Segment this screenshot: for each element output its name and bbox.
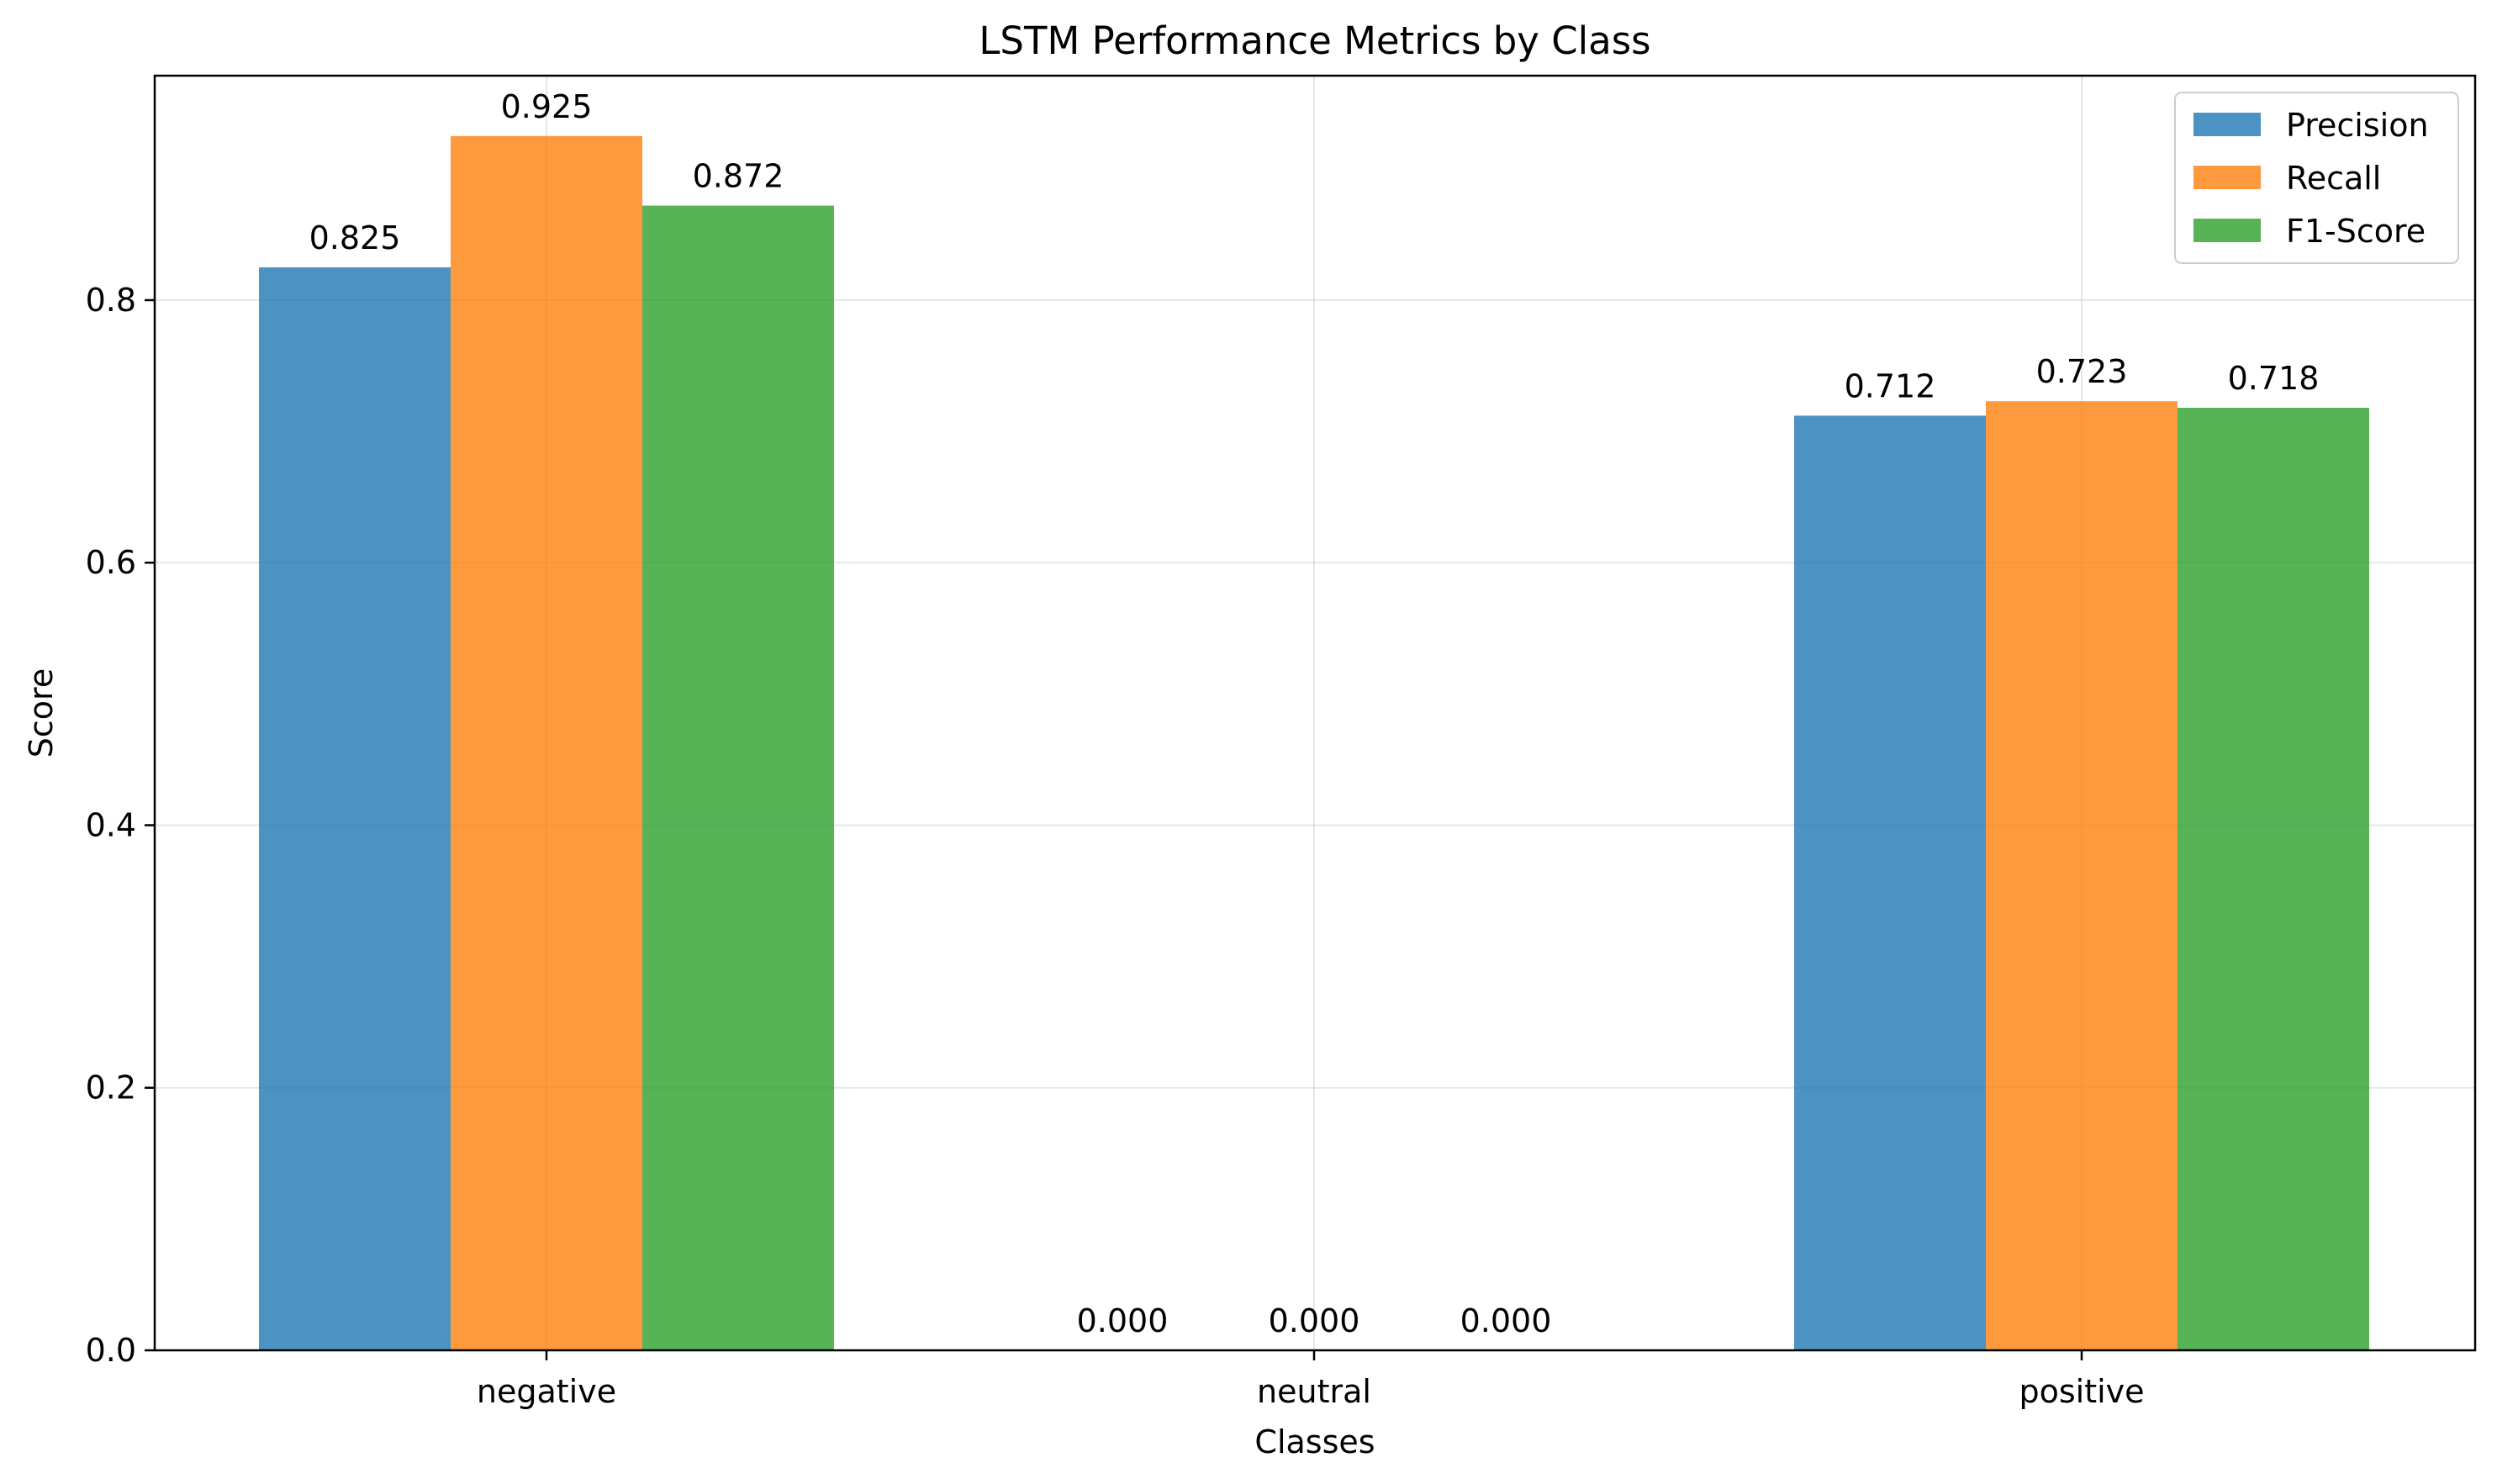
y-tick-label: 0.4 [86, 806, 136, 843]
data-label: 0.872 [693, 158, 784, 195]
bar-recall-positive [1986, 401, 2178, 1350]
data-label: 0.723 [2036, 353, 2128, 390]
legend-swatch-f1-score [2193, 219, 2261, 242]
legend: Precision Recall F1-Score [2174, 92, 2459, 264]
data-label: 0.825 [309, 219, 401, 256]
data-label: 0.718 [2228, 360, 2320, 397]
bar-f1-score-negative [642, 205, 834, 1351]
y-tick-label: 0.8 [86, 282, 136, 319]
y-axis-ticks: 0.0 0.2 0.4 0.6 0.8 [86, 282, 155, 1369]
data-label: 0.000 [1077, 1302, 1169, 1339]
x-tick-label: positive [2019, 1373, 2144, 1410]
legend-items: Precision Recall F1-Score [2193, 107, 2429, 250]
y-axis-label: Score [23, 668, 60, 758]
y-tick-label: 0.0 [86, 1332, 136, 1369]
legend-swatch-recall [2193, 166, 2261, 189]
legend-label: Precision [2286, 107, 2429, 144]
bars [259, 135, 2369, 1351]
chart-title: LSTM Performance Metrics by Class [979, 18, 1650, 63]
legend-label: F1-Score [2286, 213, 2426, 250]
data-label: 0.000 [1269, 1302, 1360, 1339]
data-label: 0.712 [1845, 367, 1936, 404]
legend-swatch-precision [2193, 113, 2261, 136]
data-labels: 0.825 0.000 0.712 0.925 0.000 0.723 0.872 0.000… [309, 88, 2320, 1339]
bar-precision-negative [259, 267, 451, 1351]
legend-label: Recall [2286, 160, 2381, 197]
x-axis-label: Classes [1254, 1423, 1375, 1460]
bar-f1-score-positive [2178, 408, 2369, 1351]
y-tick-label: 0.2 [86, 1069, 136, 1106]
x-tick-label: neutral [1257, 1373, 1371, 1410]
x-tick-label: negative [477, 1373, 616, 1410]
data-label: 0.000 [1460, 1302, 1552, 1339]
x-axis-ticks: negative neutral positive [477, 1350, 2145, 1410]
bar-precision-positive [1794, 415, 1986, 1351]
data-label: 0.925 [501, 88, 593, 125]
bar-recall-negative [451, 135, 642, 1351]
y-tick-label: 0.6 [86, 544, 136, 581]
